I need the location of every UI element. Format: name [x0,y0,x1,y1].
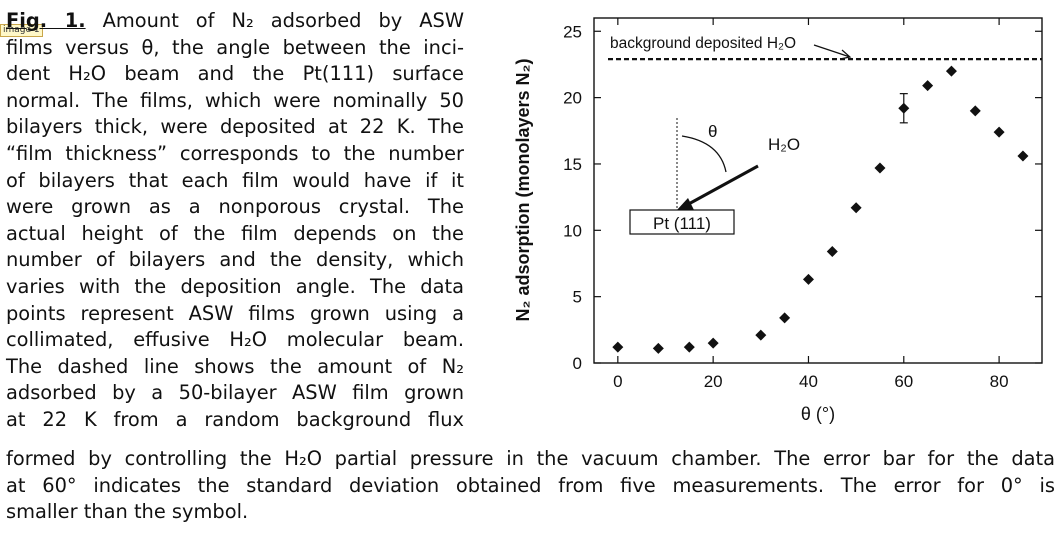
caption-line: actual height of the film depends on the [6,221,464,245]
data-point [755,329,767,341]
caption-line: collimated, effusive H₂O molecular beam. [6,328,464,352]
surface-label: Pt (111) [653,214,711,233]
caption-line: dent H₂O beam and the Pt(111) surface [6,62,464,86]
axis-ticks [594,18,1042,364]
caption-line: points represent ASW films grown using a [6,301,464,325]
x-tick-label: 60 [894,372,913,391]
tick-labels: 0 20 40 60 80 0 5 10 15 20 25 [563,22,1008,391]
caption-line: adsorbed by a 50-bilayer ASW film grown [6,381,464,405]
caption-line: formed by controlling the H₂O partial pr… [6,447,1055,470]
figure-label: Fig. 1. [6,9,86,32]
beam-arrowhead [676,198,694,211]
y-tick-label: 25 [563,22,582,41]
caption-line: Fig. 1. Amount of N₂ adsorbed by ASW [6,9,464,32]
data-point [945,65,957,77]
n2-adsorption-chart: 0 20 40 60 80 0 5 10 15 20 25 background deposited… [513,17,1043,424]
data-points [612,65,1029,354]
caption-line: bilayers thick, were deposited at 22 K. … [6,115,464,139]
reference-line-label: background deposited H₂O [610,35,796,52]
x-tick-label: 40 [799,372,818,391]
beam-label: H₂O [768,135,800,154]
data-point [1017,150,1029,162]
caption-line: of bilayers that each film would have if… [6,168,464,192]
data-point [802,273,814,285]
plot-frame [593,17,1043,364]
caption-line: “film thickness” corresponds to the numb… [6,141,464,165]
angle-arc [681,135,727,173]
data-point [922,80,934,92]
data-point [898,102,910,114]
data-point [683,341,695,353]
x-tick-label: 20 [704,372,723,391]
y-axis-label: N₂ adsorption (monolayers N₂) [513,58,533,321]
angle-label: θ [708,122,717,141]
caption-line: at 60° indicates the standard deviation … [6,473,1055,497]
reference-label-arrow [813,44,852,60]
figure-caption-continued: formed by controlling the H₂O partial pr… [6,446,1055,526]
data-point [779,312,791,324]
caption-line: The dashed line shows the amount of N₂ [6,354,464,378]
x-tick-label: 0 [613,372,622,391]
caption-line: number of bilayers and the density, whic… [6,248,464,272]
x-tick-label: 80 [990,372,1009,391]
data-point [969,105,981,117]
y-tick-label: 0 [573,354,582,373]
data-point [652,342,664,354]
surface-box [629,209,735,235]
y-tick-label: 5 [573,288,582,307]
caption-line: at 22 K from a random background flux [6,407,464,431]
data-point [612,341,624,353]
x-axis-label: θ (°) [801,404,835,424]
data-point [826,246,838,258]
data-point [850,202,862,214]
figure-caption: Fig. 1. Amount of N₂ adsorbed by ASW fil… [6,8,464,434]
y-tick-label: 10 [563,221,582,240]
y-tick-label: 20 [563,89,582,108]
caption-line: were grown as a nonporous crystal. The [6,195,464,219]
caption-line: varies with the deposition angle. The da… [6,274,464,298]
data-point [874,162,886,174]
page-image-tag: image 1 [0,24,43,37]
beam-line [684,164,759,208]
y-tick-label: 15 [563,155,582,174]
data-point [993,126,1005,138]
caption-line: smaller than the symbol. [6,500,249,524]
caption-line: normal. The films, which were nominally … [6,88,464,112]
caption-line: films versus θ, the angle between the in… [6,35,464,59]
data-point [707,337,719,349]
